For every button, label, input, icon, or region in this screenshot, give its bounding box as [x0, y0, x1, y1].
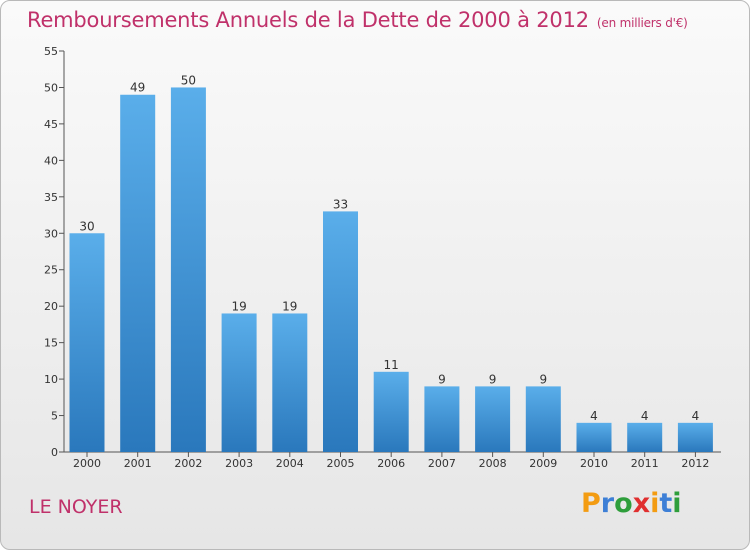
value-label-2002: 50 — [181, 73, 196, 87]
bar-2002 — [170, 87, 206, 453]
value-label-2000: 30 — [79, 219, 94, 233]
logo-letter: P — [581, 488, 601, 519]
value-label-2001: 49 — [130, 81, 145, 95]
title-text: Remboursements Annuels de la Dette de 20… — [27, 8, 589, 32]
commune-name: LE NOYER — [29, 496, 123, 518]
logo-letter: x — [632, 488, 651, 519]
y-tick-label: 20 — [44, 300, 58, 313]
y-tick-label: 0 — [51, 446, 58, 459]
y-tick-label: 40 — [44, 154, 58, 167]
bar-2000 — [69, 233, 105, 452]
y-tick-label: 45 — [44, 118, 58, 131]
y-tick-label: 30 — [44, 227, 58, 240]
x-tick-label-2003: 2003 — [225, 457, 253, 470]
x-tick-label-2005: 2005 — [327, 457, 355, 470]
logo-letter: t — [659, 488, 673, 519]
logo-letter: o — [614, 488, 633, 519]
x-tick-label-2010: 2010 — [580, 457, 608, 470]
logo-letter: i — [672, 488, 682, 519]
bar-2009 — [525, 386, 561, 452]
bars: 30 49 50 19 19 33 11 9 9 9 4 4 4 — [69, 73, 713, 453]
logo-letter: i — [650, 488, 660, 519]
x-tick-label-2008: 2008 — [479, 457, 507, 470]
value-label-2005: 33 — [333, 197, 348, 211]
y-tick-label: 50 — [44, 81, 58, 94]
proxiti-logo: Proxiti — [581, 488, 682, 519]
value-label-2008: 9 — [489, 372, 497, 386]
y-tick-label: 15 — [44, 337, 58, 350]
value-label-2007: 9 — [438, 372, 446, 386]
title-unit: (en milliers d'€) — [596, 16, 688, 30]
value-label-2004: 19 — [282, 299, 297, 313]
bar-2012 — [677, 422, 713, 452]
x-tick-label-2012: 2012 — [681, 457, 709, 470]
bar-2006 — [373, 371, 409, 452]
value-label-2006: 11 — [384, 358, 399, 372]
x-tick-label-2002: 2002 — [174, 457, 202, 470]
y-tick-label: 55 — [44, 45, 58, 58]
y-tick-label: 35 — [44, 191, 58, 204]
x-axis-ticks: 2000 2001 2002 2003 2004 2005 2006 2007 2008 2009… — [73, 452, 709, 470]
x-tick-label-2009: 2009 — [529, 457, 557, 470]
x-tick-label-2001: 2001 — [124, 457, 152, 470]
y-tick-label: 5 — [51, 410, 58, 423]
value-label-2012: 4 — [692, 409, 700, 423]
logo-letter: r — [600, 488, 615, 519]
chart-title: Remboursements Annuels de la Dette de 20… — [27, 8, 688, 32]
y-tick-label: 10 — [44, 373, 58, 386]
bar-2003 — [221, 313, 257, 452]
x-tick-label-2007: 2007 — [428, 457, 456, 470]
y-tick-label: 25 — [44, 264, 58, 277]
x-tick-label-2000: 2000 — [73, 457, 101, 470]
bar-2010 — [576, 422, 612, 452]
value-label-2011: 4 — [641, 409, 649, 423]
y-axis-ticks: 0 5 10 15 20 25 30 35 40 45 50 55 — [44, 45, 64, 459]
bar-2011 — [627, 422, 663, 452]
x-tick-label-2011: 2011 — [631, 457, 659, 470]
bar-2001 — [120, 94, 156, 452]
bar-2005 — [323, 211, 358, 452]
value-label-2009: 9 — [539, 372, 547, 386]
x-tick-label-2004: 2004 — [276, 457, 304, 470]
x-tick-label-2006: 2006 — [377, 457, 405, 470]
value-label-2010: 4 — [590, 409, 598, 423]
bar-2004 — [272, 313, 308, 452]
bar-2008 — [475, 386, 511, 452]
bar-2007 — [424, 386, 460, 452]
value-label-2003: 19 — [231, 299, 246, 313]
